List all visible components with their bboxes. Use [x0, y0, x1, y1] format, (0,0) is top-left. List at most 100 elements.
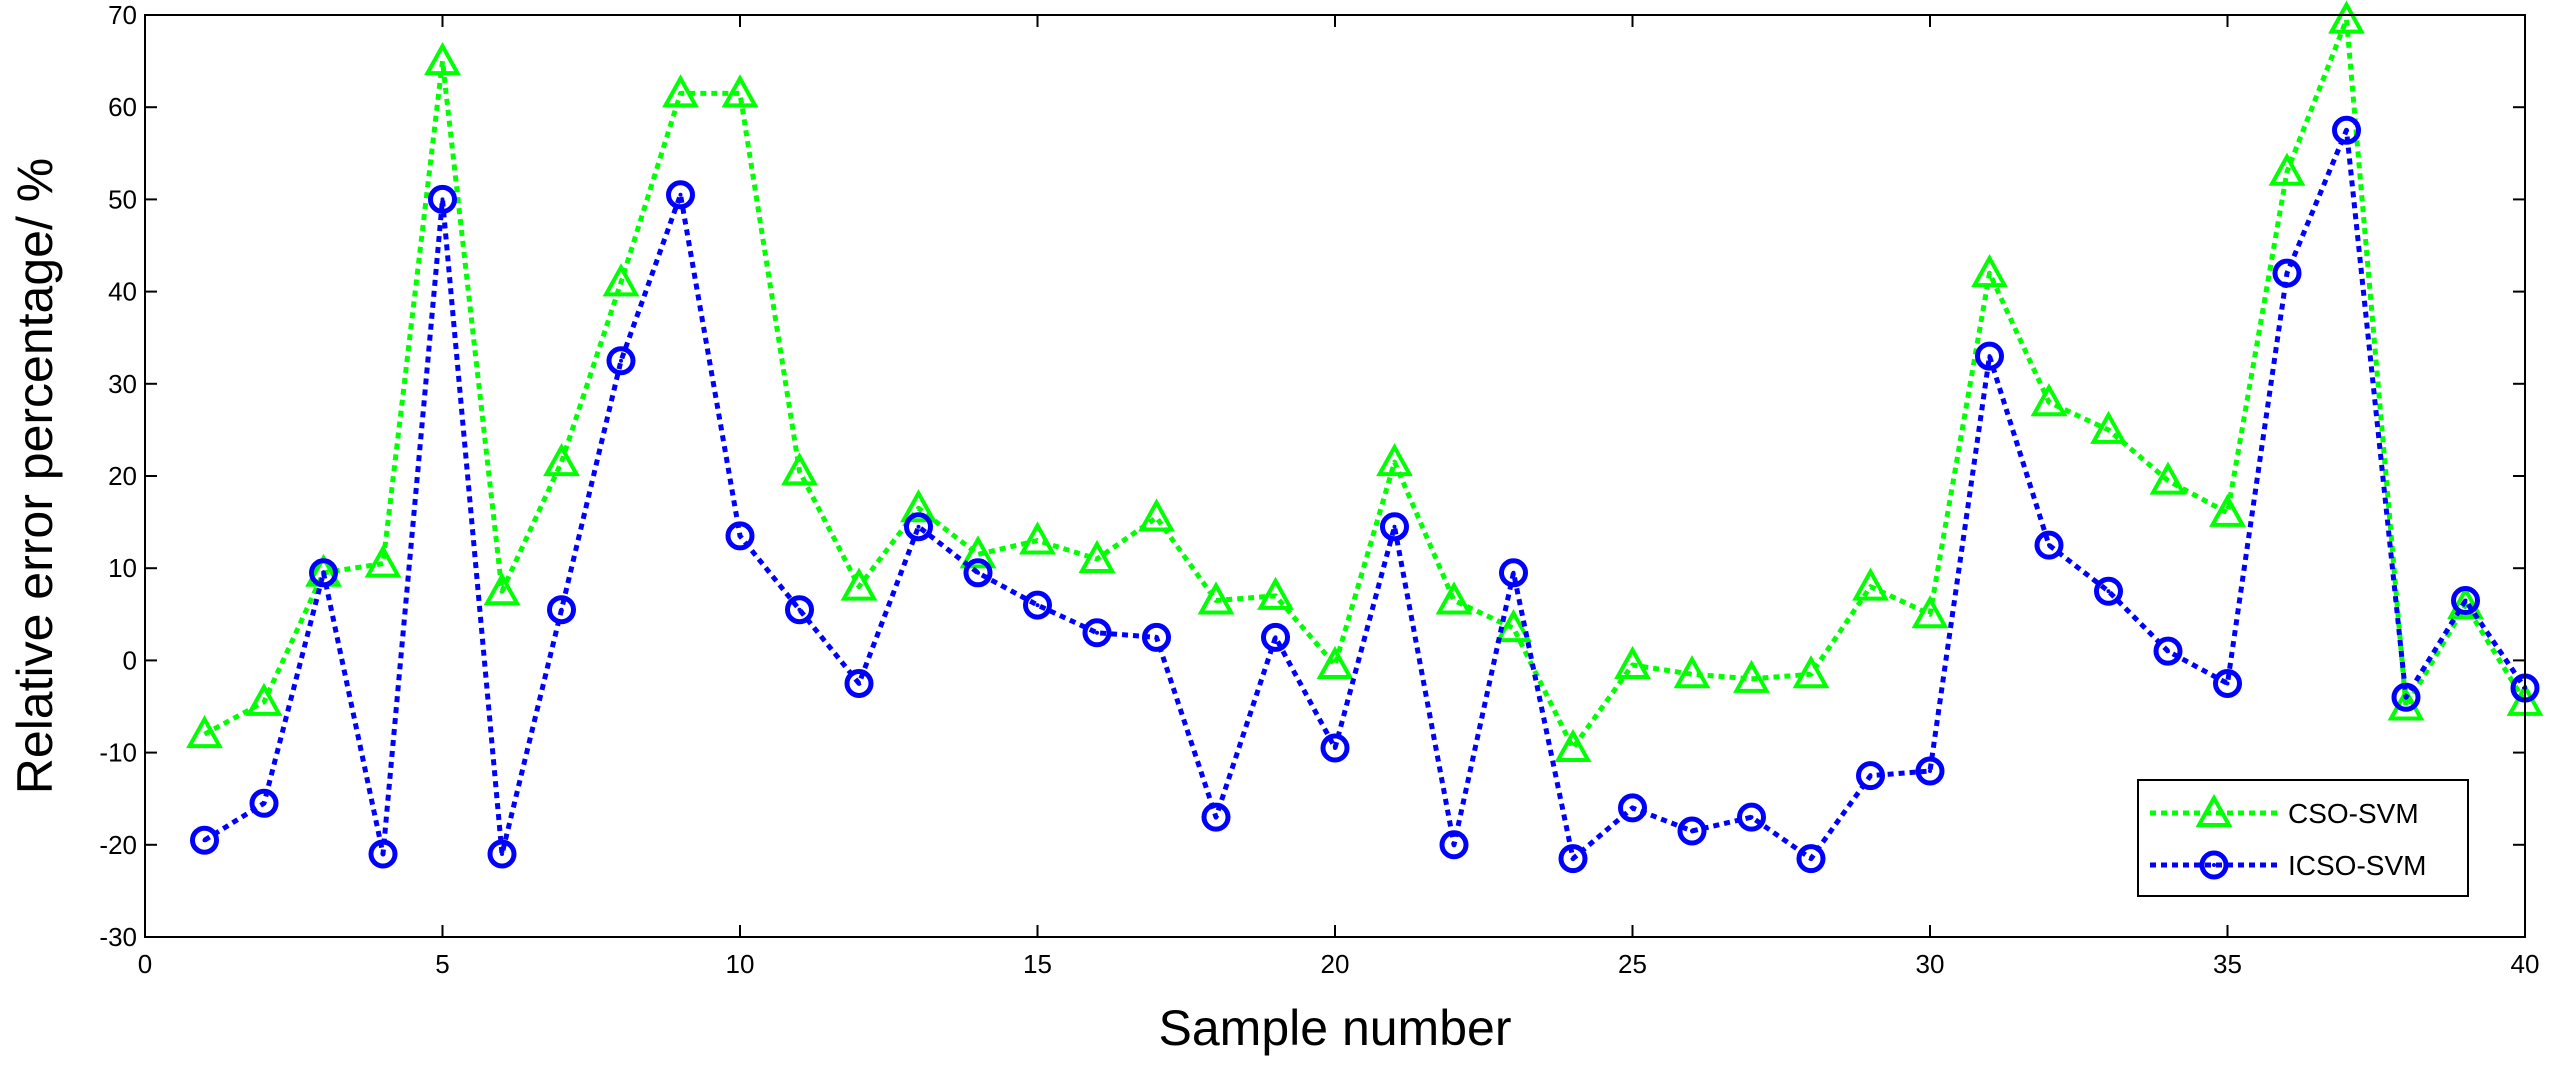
data-point-icso-svm — [1796, 844, 1826, 874]
data-point-icso-svm — [1142, 622, 1171, 652]
data-point-icso-svm-dot — [678, 192, 683, 197]
plot-frame — [144, 14, 2526, 938]
data-point-icso-svm — [1737, 802, 1766, 832]
data-point-icso-svm — [2391, 682, 2421, 712]
data-point-icso-svm-dot — [500, 852, 504, 857]
data-point-icso-svm-dot — [2285, 271, 2289, 276]
y-tick-label: -20 — [99, 830, 137, 860]
data-point-icso-svm — [2451, 585, 2480, 615]
data-point-icso-svm-dot — [440, 197, 445, 202]
data-point-cso-svm — [602, 263, 640, 297]
data-point-cso-svm — [721, 74, 759, 108]
data-point-cso-svm — [1019, 521, 1056, 555]
legend-box — [2137, 779, 2469, 897]
data-point-icso-svm — [190, 825, 219, 855]
data-point-icso-svm — [1261, 622, 1290, 652]
data-point-icso-svm — [1558, 844, 1588, 874]
data-point-icso-svm-dot — [1154, 635, 1159, 640]
legend-label-icso-svm: ICSO-SVM — [2288, 850, 2426, 881]
data-point-cso-svm — [2090, 410, 2127, 444]
data-point-cso-svm — [2030, 383, 2068, 417]
data-point-icso-svm-dot — [1452, 842, 1456, 847]
data-point-cso-svm — [2328, 0, 2365, 34]
data-point-icso-svm — [904, 512, 933, 542]
data-point-cso-svm — [1673, 655, 1711, 689]
data-point-icso-svm — [2034, 530, 2064, 560]
data-point-icso-svm-dot — [1095, 630, 1099, 635]
data-point-cso-svm — [1792, 655, 1830, 689]
x-tick-label: 15 — [1023, 949, 1052, 979]
x-axis-title: Sample number — [1159, 1000, 1512, 1056]
data-point-cso-svm — [543, 443, 580, 477]
data-point-icso-svm — [1856, 761, 1885, 791]
data-point-icso-svm — [1320, 733, 1350, 763]
x-tick-label: 35 — [2213, 949, 2242, 979]
data-point-cso-svm — [1078, 539, 1116, 573]
data-point-icso-svm-dot — [1690, 828, 1694, 833]
data-point-cso-svm — [900, 489, 937, 523]
y-tick-label: -30 — [99, 922, 137, 952]
data-point-cso-svm — [364, 544, 402, 578]
data-point-icso-svm-dot — [1392, 524, 1397, 529]
data-point-icso-svm-dot — [559, 607, 564, 612]
x-tick-label: 25 — [1618, 949, 1647, 979]
data-point-icso-svm — [428, 184, 457, 214]
data-point-icso-svm-dot — [916, 524, 921, 529]
data-point-icso-svm-dot — [1749, 815, 1754, 820]
data-point-icso-svm-dot — [2404, 695, 2408, 700]
data-point-icso-svm — [368, 839, 398, 869]
data-point-icso-svm-dot — [2463, 598, 2468, 603]
data-point-cso-svm — [186, 715, 223, 749]
data-point-cso-svm — [483, 572, 521, 606]
data-point-icso-svm — [606, 346, 636, 376]
legend-label-cso-svm: CSO-SVM — [2288, 798, 2419, 829]
data-point-icso-svm — [309, 558, 338, 588]
data-point-cso-svm — [424, 41, 461, 76]
data-point-icso-svm-dot — [202, 838, 207, 843]
data-point-icso-svm — [2272, 258, 2302, 288]
data-point-cso-svm — [245, 682, 283, 716]
data-point-icso-svm-dot — [1214, 815, 1218, 820]
axes: 0 5 10 15 20 25 30 35 40 -30 -20 -10 0 10 20 30 40 50 60 70 — [99, 0, 2539, 979]
data-point-icso-svm — [1915, 756, 1945, 786]
series-cso-svm — [186, 0, 2544, 762]
data-point-icso-svm-dot — [738, 533, 742, 538]
legend-marker-icso-svm-dot — [2212, 863, 2216, 867]
data-point-icso-svm — [2153, 636, 2183, 666]
x-tick-label: 10 — [726, 949, 755, 979]
data-point-icso-svm-dot — [1333, 745, 1337, 750]
y-tick-label: 20 — [108, 461, 137, 491]
y-tick-label: -10 — [99, 738, 137, 768]
data-point-cso-svm — [1316, 645, 1354, 680]
data-point-icso-svm-dot — [797, 607, 802, 612]
data-point-icso-svm-dot — [2344, 128, 2349, 133]
data-point-icso-svm — [1201, 802, 1231, 832]
x-tick-label: 0 — [138, 949, 152, 979]
x-tick-label: 40 — [2511, 949, 2540, 979]
data-point-icso-svm — [963, 558, 993, 588]
data-point-icso-svm — [2094, 576, 2123, 606]
data-point-cso-svm — [1911, 595, 1949, 629]
data-point-cso-svm — [2209, 493, 2246, 527]
data-point-icso-svm — [785, 595, 814, 625]
data-point-icso-svm — [1975, 341, 2004, 371]
data-point-cso-svm — [1138, 498, 1175, 532]
data-point-icso-svm-dot — [1987, 354, 1992, 359]
data-point-icso-svm-dot — [1868, 773, 1873, 778]
data-point-icso-svm — [2332, 115, 2361, 145]
data-point-cso-svm — [1435, 581, 1473, 615]
data-point-cso-svm — [1852, 567, 1889, 601]
data-point-cso-svm — [2268, 152, 2306, 186]
data-point-icso-svm — [547, 595, 576, 625]
data-point-cso-svm — [1376, 443, 1413, 477]
data-point-icso-svm-dot — [1035, 603, 1040, 608]
y-tick-label: 30 — [108, 369, 137, 399]
series-group — [186, 0, 2544, 874]
data-point-icso-svm — [666, 180, 695, 210]
data-point-icso-svm — [2213, 668, 2242, 698]
data-point-icso-svm — [844, 668, 874, 698]
data-point-icso-svm — [487, 839, 517, 869]
data-point-cso-svm — [662, 74, 699, 108]
